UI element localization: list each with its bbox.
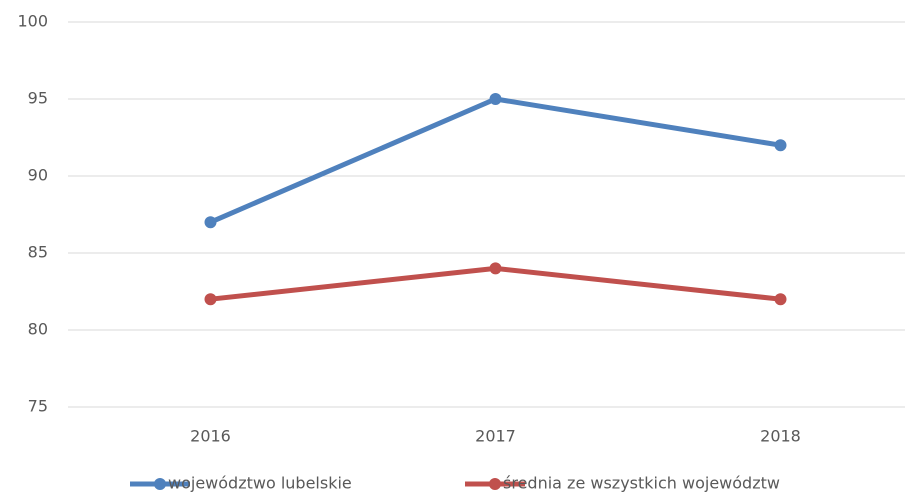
x-tick-label: 2017 xyxy=(475,427,516,446)
y-tick-label: 75 xyxy=(28,397,48,416)
y-tick-label: 80 xyxy=(28,320,48,339)
y-tick-label: 95 xyxy=(28,89,48,108)
x-tick-label: 2016 xyxy=(190,427,231,446)
x-tick-label: 2018 xyxy=(760,427,801,446)
legend-marker xyxy=(489,478,501,490)
series-line xyxy=(209,96,781,225)
data-point xyxy=(774,293,787,306)
data-point xyxy=(489,93,502,105)
y-tick-label: 100 xyxy=(17,12,48,31)
legend-label: województwo lubelskie xyxy=(168,474,352,493)
legend-label: średnia ze wszystkich województw xyxy=(503,474,780,493)
data-point xyxy=(774,139,787,152)
data-point xyxy=(204,216,217,229)
data-point xyxy=(489,262,502,275)
y-tick-label: 85 xyxy=(28,243,48,262)
legend-marker xyxy=(154,478,166,490)
data-point xyxy=(204,293,217,306)
y-tick-label: 90 xyxy=(28,166,48,185)
